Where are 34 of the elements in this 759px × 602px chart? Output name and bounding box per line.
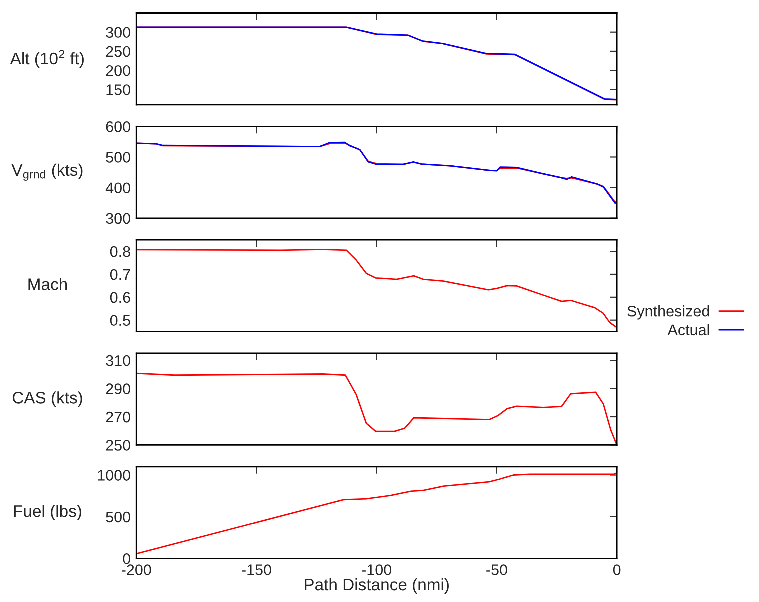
y-tick-label: 250 [106, 46, 130, 58]
legend-label: Actual [668, 324, 710, 336]
y-tick-label: 250 [106, 440, 130, 451]
x-axis-title: Path Distance (nmi) [305, 578, 449, 594]
y-axis-title: Fuel (lbs) [14, 505, 82, 521]
y-tick-label: 1000 [98, 470, 130, 481]
y-tick-label: 300 [106, 27, 130, 38]
y-tick-label: 270 [106, 412, 130, 423]
y-tick-label: 200 [106, 65, 130, 76]
y-tick-label: 400 [106, 182, 130, 194]
legend-label: Synthesized [628, 306, 710, 320]
y-tick-label: 500 [106, 152, 130, 163]
y-tick-label: 150 [106, 84, 130, 96]
y-tick-label: 0.8 [110, 246, 130, 258]
y-axis-title: Mach [28, 278, 68, 290]
x-tick-label: -150 [242, 564, 272, 576]
x-tick-label: -200 [122, 564, 152, 576]
y-tick-label: 310 [106, 355, 130, 366]
y-tick-label: 0.6 [110, 292, 130, 304]
y-axis-title: V$_{grnd}$ (kts) [12, 164, 83, 182]
y-tick-label: 600 [106, 122, 130, 132]
y-tick-label: 0.5 [110, 315, 130, 326]
y-tick-label: 300 [106, 213, 130, 224]
y-axis-title: Alt (10$^{2}$ ft) [10, 50, 84, 68]
x-tick-label: -50 [486, 564, 508, 576]
line-series [136, 472, 618, 555]
y-tick-label: 0 [123, 554, 130, 564]
y-tick-label: 290 [106, 384, 130, 394]
x-tick-label: 0 [613, 564, 621, 576]
x-tick-label: -100 [362, 564, 392, 576]
y-tick-label: 0.7 [110, 269, 130, 280]
y-tick-label: 500 [106, 512, 130, 523]
line-series [136, 249, 618, 328]
y-axis-title: CAS (kts) [12, 392, 82, 408]
